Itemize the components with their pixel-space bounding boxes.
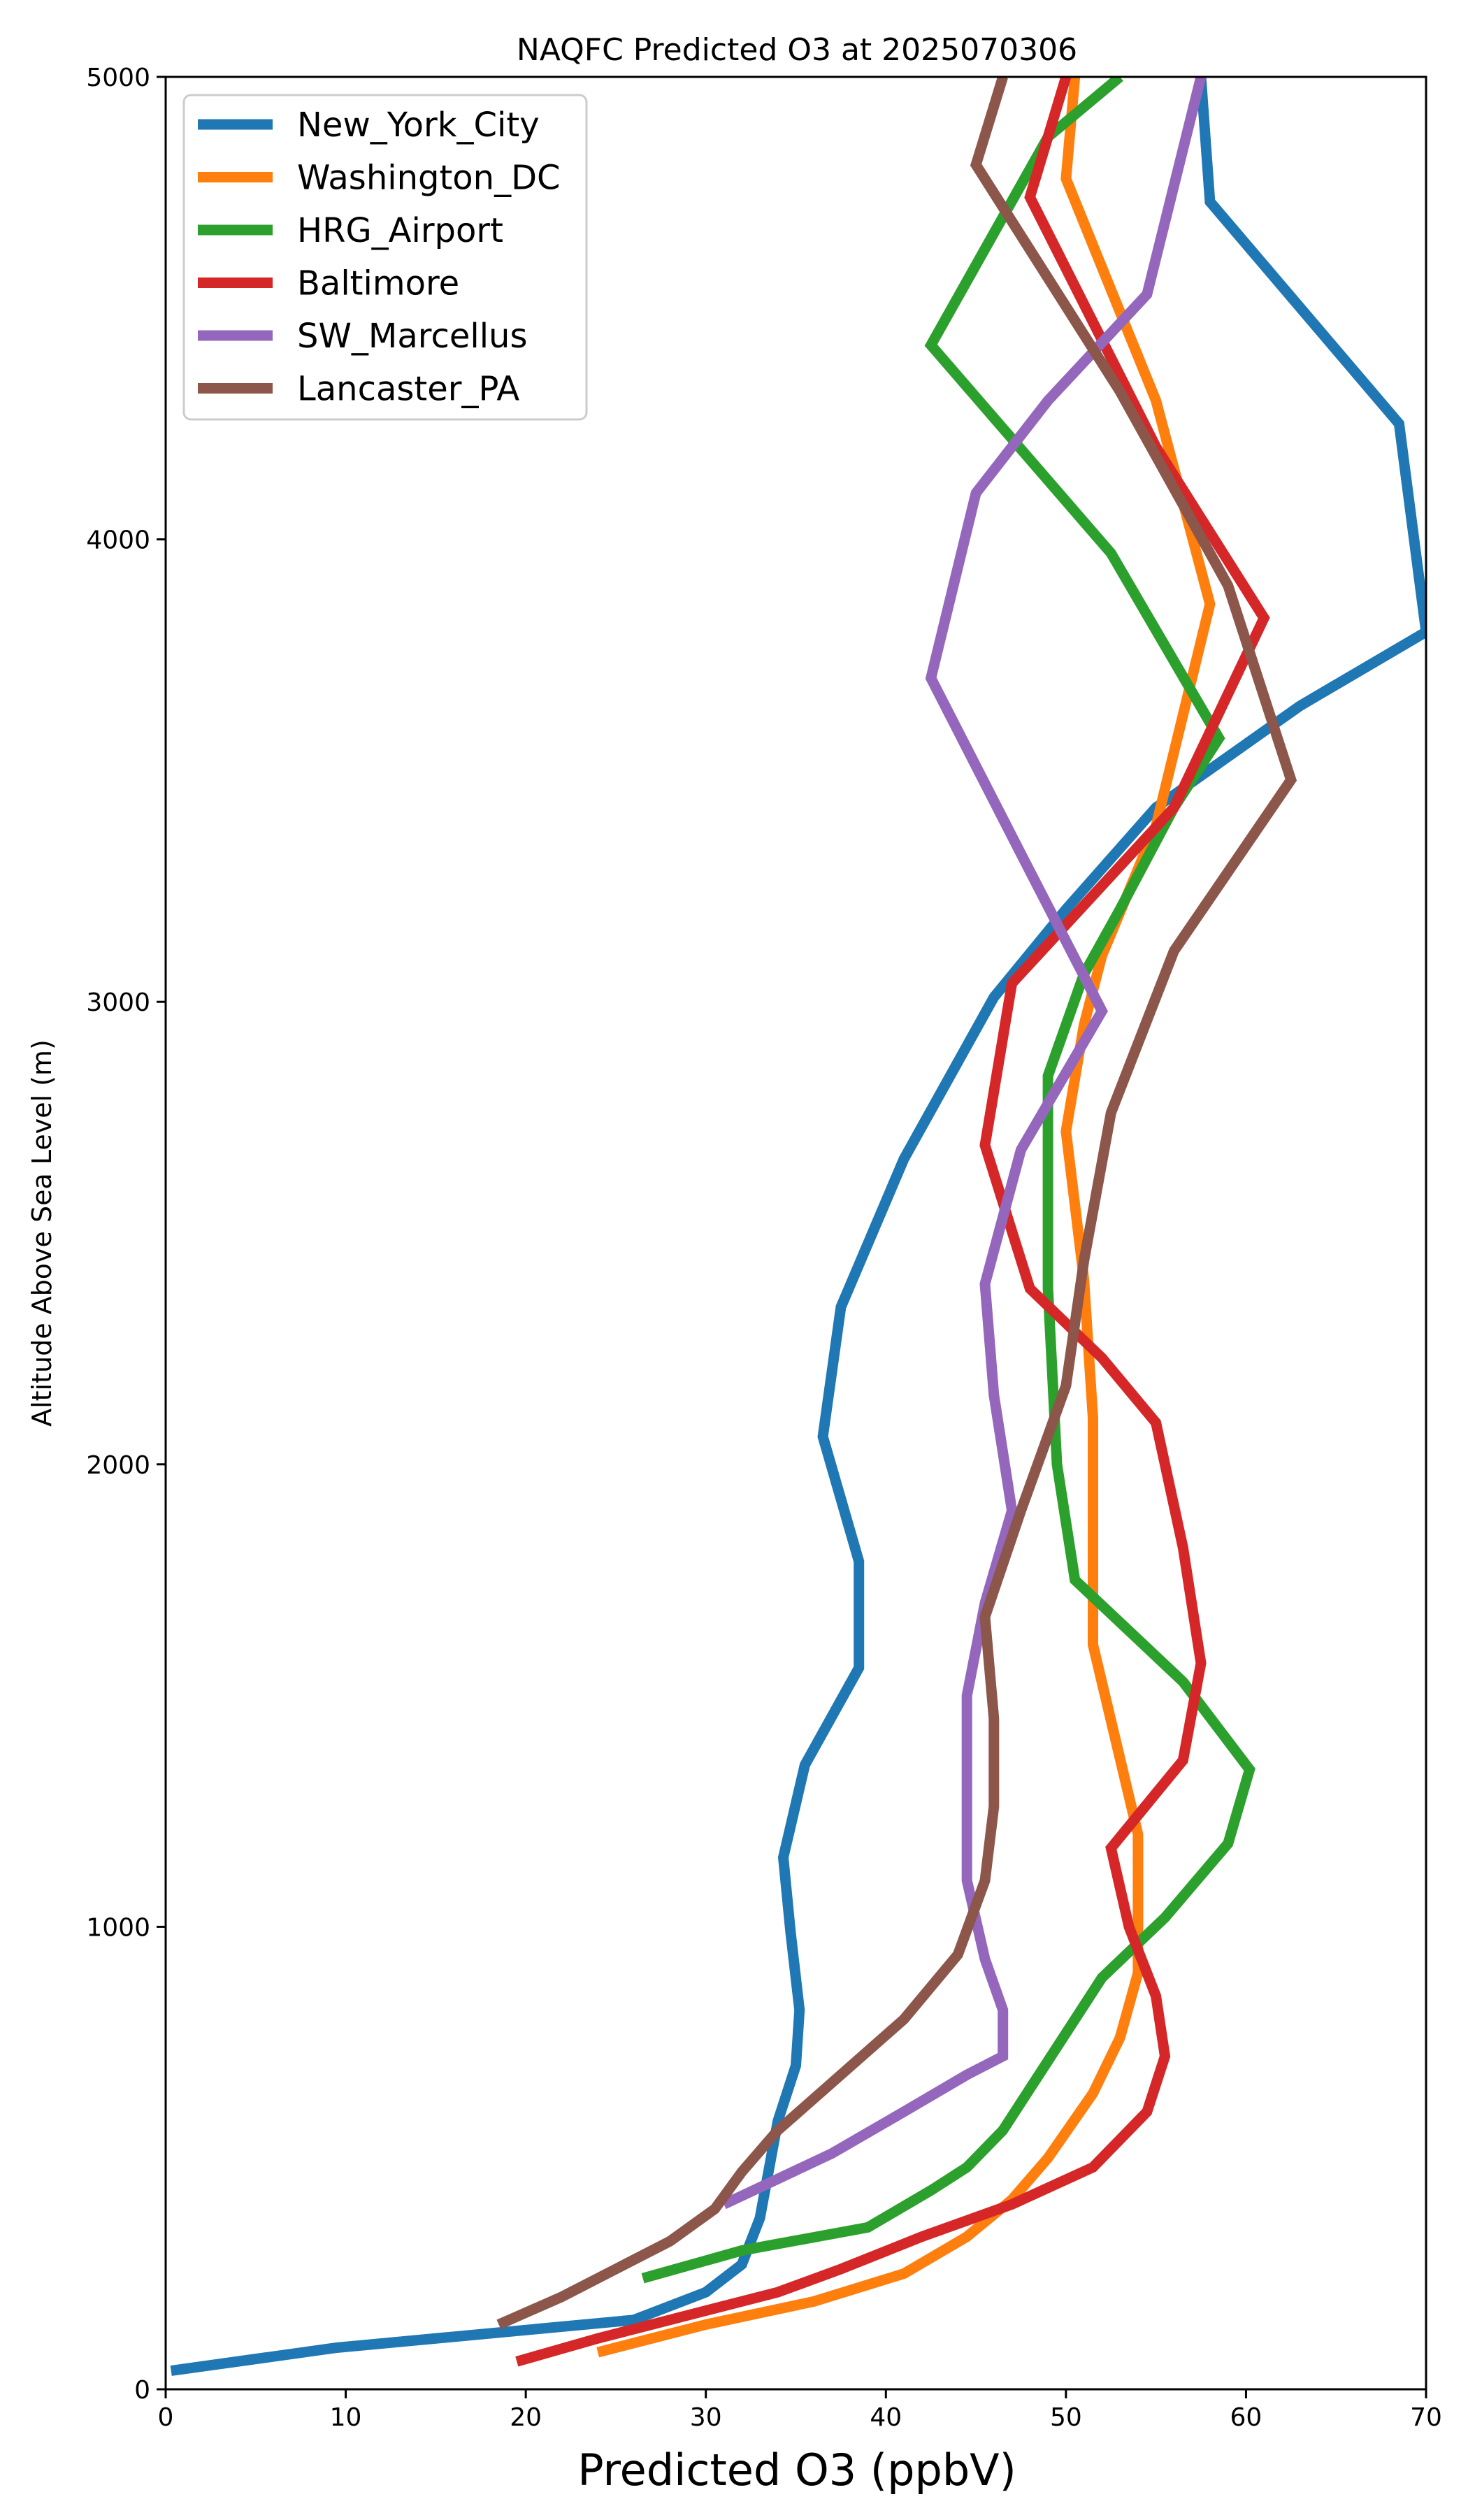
legend: New_York_City Washington_DC HRG_Airport Bal… (182, 94, 588, 421)
x-axis-label: Predicted O3 (ppbV) (577, 2445, 1016, 2496)
legend-label: SW_Marcellus (297, 317, 527, 356)
x-tick-label: 20 (510, 2403, 542, 2432)
legend-label: Lancaster_PA (297, 370, 519, 409)
x-tick-label: 10 (330, 2403, 362, 2432)
y-tick-label: 2000 (86, 1451, 150, 1480)
x-tick-label: 70 (1410, 2403, 1442, 2432)
legend-box (182, 94, 588, 421)
legend-label: HRG_Airport (297, 211, 503, 250)
x-tick-label: 30 (690, 2403, 722, 2432)
legend-label: New_York_City (297, 106, 540, 145)
series-line-baltimore (515, 77, 1270, 2367)
y-tick-label: 1000 (86, 1913, 150, 1942)
series-line-washington-dc (596, 77, 1216, 2358)
chart-title: NAQFC Predicted O3 at 2025070306 (517, 32, 1077, 68)
series-lines (170, 77, 1426, 2376)
x-tick-label: 0 (158, 2403, 174, 2432)
y-tick-label: 4000 (86, 526, 150, 555)
x-tick-label: 50 (1050, 2403, 1082, 2432)
x-tick-label: 40 (870, 2403, 902, 2432)
legend-label: Washington_DC (297, 159, 561, 198)
x-tick-label: 60 (1230, 2403, 1262, 2432)
series-line-lancaster-pa (496, 77, 1297, 2330)
y-tick-label: 0 (134, 2376, 150, 2405)
legend-label: Baltimore (297, 264, 459, 303)
y-tick-label: 3000 (86, 988, 150, 1017)
legend-entries: New_York_City Washington_DC HRG_Airport Bal… (198, 106, 561, 409)
plot-frame (164, 75, 1427, 2391)
series-line-new-york-city (170, 77, 1426, 2376)
y-axis-label: Altitude Above Sea Level (m) (27, 1039, 57, 1427)
y-axis-ticks: 0 1000 2000 3000 4000 5000 (86, 64, 166, 2405)
x-axis-ticks: 0 10 20 30 40 50 60 70 (158, 2389, 1442, 2432)
series-line-hrg-airport (641, 77, 1255, 2284)
y-tick-label: 5000 (86, 64, 150, 92)
series-line-sw-marcellus (721, 77, 1207, 2210)
